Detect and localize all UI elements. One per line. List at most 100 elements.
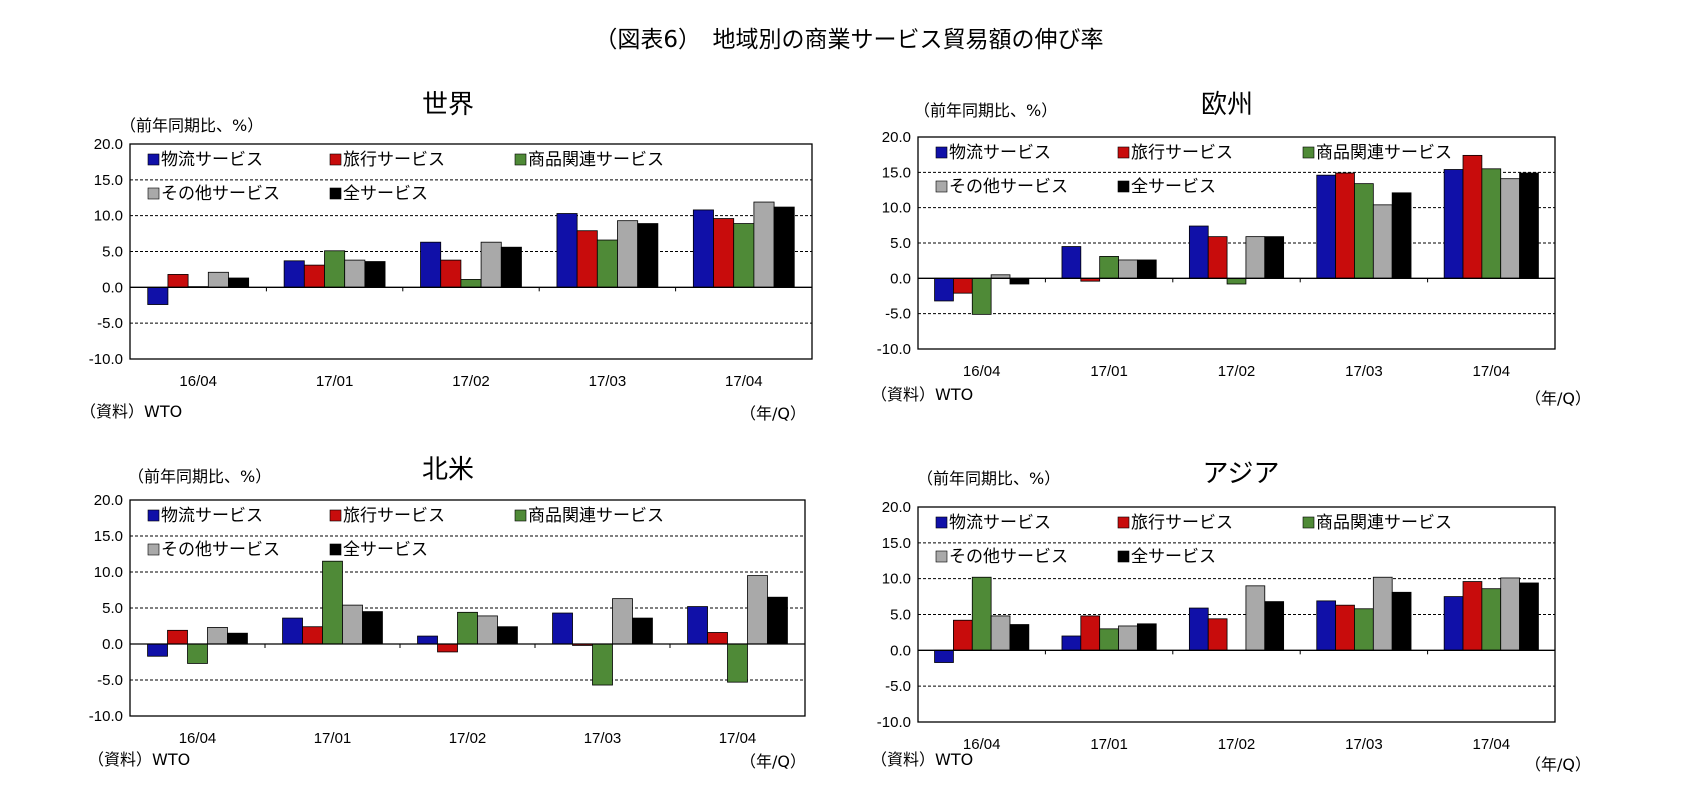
x-axis-label: （年/Q） <box>1525 389 1591 408</box>
bar-17-01-1 <box>1080 615 1101 651</box>
plot-area: 20.0 15.0 10.0 5.0 0.0 -5.0 -10.0 16/04 17/01 17/… <box>89 492 806 747</box>
y-tick-label: 20.0 <box>882 499 911 516</box>
bar-17-01-3 <box>344 259 366 288</box>
x-tick-label-17-01: 17/01 <box>316 373 354 390</box>
x-axis-label: （年/Q） <box>1525 755 1591 774</box>
legend-label: 旅行サービス <box>1131 143 1233 163</box>
bar-17-04-4 <box>773 206 795 288</box>
bar-17-03-1 <box>1335 172 1355 279</box>
legend-label: その他サービス <box>949 547 1068 567</box>
bar-17-03-2 <box>1354 183 1374 279</box>
bar-17-02-0 <box>417 635 438 645</box>
x-tick-label-17-04: 17/04 <box>1473 736 1511 753</box>
y-axis-label: （前年同期比、%） <box>120 116 263 135</box>
x-tick-label-17-04: 17/04 <box>1473 363 1511 380</box>
bar-17-01-4 <box>1136 623 1157 651</box>
bar-17-03-2 <box>596 239 618 288</box>
bar-17-04-0 <box>1443 169 1464 279</box>
bar-16-04-0 <box>934 277 954 302</box>
bar-17-04-3 <box>1500 178 1520 279</box>
chart-panel-world: 世界 （前年同期比、%） （資料）WTO （年/Q） 20.0 15.0 10.0 5… <box>0 0 849 423</box>
x-axis-label: （年/Q） <box>740 404 806 423</box>
y-axis-label: （前年同期比、%） <box>917 469 1060 488</box>
y-tick-label: 15.0 <box>882 535 911 552</box>
bar-17-04-1 <box>707 632 728 645</box>
y-tick-label: 20.0 <box>882 129 911 146</box>
bar-17-02-3 <box>480 241 502 288</box>
bar-17-03-1 <box>1335 604 1355 651</box>
bar-16-04-2 <box>971 576 992 651</box>
y-tick-label: -5.0 <box>97 672 123 689</box>
bar-16-04-3 <box>207 627 228 645</box>
y-tick-label: -5.0 <box>97 315 123 332</box>
chart-panel-north-america: 北米 （前年同期比、%） （資料）WTO （年/Q） 20.0 15.0 10.0 5… <box>0 420 849 799</box>
bar-17-01-4 <box>364 261 386 288</box>
bar-17-03-4 <box>1391 192 1412 279</box>
legend-swatch <box>514 153 527 166</box>
source-note: （資料）WTO <box>80 402 182 421</box>
y-tick-label: -10.0 <box>877 714 911 731</box>
legend-swatch <box>1302 146 1315 159</box>
bar-17-03-4 <box>637 223 659 288</box>
bar-17-01-0 <box>1061 246 1082 279</box>
x-tick-label-17-02: 17/02 <box>1218 736 1256 753</box>
legend-swatch <box>935 180 948 193</box>
legend-swatch <box>1117 550 1130 563</box>
legend-swatch <box>147 543 160 556</box>
main-title: （図表6） 地域別の商業サービス貿易額の伸び率 <box>594 27 1104 53</box>
plot-area: 20.0 15.0 10.0 5.0 0.0 -5.0 -10.0 16/04 17/01 17/… <box>89 136 813 390</box>
y-tick-label: 5.0 <box>890 235 911 252</box>
y-tick-label: 10.0 <box>882 571 911 588</box>
y-tick-label: 15.0 <box>94 172 123 189</box>
x-tick-label-17-03: 17/03 <box>589 373 627 390</box>
y-tick-label: 5.0 <box>890 607 911 624</box>
bar-17-01-0 <box>283 260 305 288</box>
chart-panel-asia: アジア （前年同期比、%） （資料）WTO （年/Q） 20.0 15.0 10.0… <box>849 420 1698 799</box>
legend-label: 物流サービス <box>949 143 1051 163</box>
y-tick-label: 15.0 <box>882 164 911 181</box>
bar-17-04-4 <box>1519 172 1539 279</box>
y-tick-label: 20.0 <box>94 136 123 153</box>
legend-label: 物流サービス <box>161 506 263 526</box>
bar-17-03-2 <box>1354 608 1374 651</box>
y-tick-label: 5.0 <box>102 244 123 261</box>
x-tick-label-17-03: 17/03 <box>584 730 622 747</box>
legend-label: 商品関連サービス <box>528 150 664 170</box>
bar-17-04-4 <box>767 596 788 645</box>
chart-svg-asia: アジア （前年同期比、%） （資料）WTO （年/Q） 20.0 15.0 10.0… <box>871 459 1591 774</box>
x-tick-label-17-02: 17/02 <box>449 730 487 747</box>
y-tick-label: 10.0 <box>94 564 123 581</box>
bar-17-04-2 <box>1481 588 1502 651</box>
x-tick-label-17-01: 17/01 <box>1090 363 1128 380</box>
bar-17-02-2 <box>460 279 482 288</box>
bar-16-04-1 <box>953 277 973 294</box>
legend-swatch <box>329 153 342 166</box>
x-tick-label-17-03: 17/03 <box>1345 363 1383 380</box>
x-tick-label-17-04: 17/04 <box>719 730 757 747</box>
chart-title: 世界 <box>422 90 474 120</box>
bar-17-02-0 <box>420 241 442 288</box>
bar-17-04-3 <box>747 575 768 645</box>
bar-17-03-3 <box>1372 204 1393 279</box>
bar-17-02-4 <box>497 626 518 645</box>
legend-swatch <box>147 153 160 166</box>
x-axis-label: （年/Q） <box>740 752 806 771</box>
bar-16-04-4 <box>227 632 248 645</box>
bar-17-02-2 <box>1226 277 1247 285</box>
chart-svg-world: 世界 （前年同期比、%） （資料）WTO （年/Q） 20.0 15.0 10.0 5… <box>80 90 813 423</box>
bar-17-03-1 <box>576 230 598 288</box>
bar-17-02-1 <box>1207 236 1228 279</box>
bar-17-02-1 <box>440 259 462 288</box>
y-tick-label: 10.0 <box>882 200 911 217</box>
chart-svg-europe: 欧州 （前年同期比、%） （資料）WTO （年/Q） 20.0 15.0 10.0 5… <box>871 90 1591 408</box>
y-tick-label: -5.0 <box>885 306 911 323</box>
chart-title: 欧州 <box>1201 90 1253 120</box>
chart-title: 北米 <box>422 455 474 485</box>
legend-label: 旅行サービス <box>343 150 445 170</box>
bar-17-02-3 <box>477 615 498 645</box>
bar-17-03-0 <box>1316 174 1337 279</box>
bar-16-04-0 <box>147 286 169 305</box>
bar-16-04-2 <box>187 643 208 664</box>
x-tick-label-16-04: 16/04 <box>179 730 217 747</box>
bar-16-04-0 <box>934 649 954 663</box>
